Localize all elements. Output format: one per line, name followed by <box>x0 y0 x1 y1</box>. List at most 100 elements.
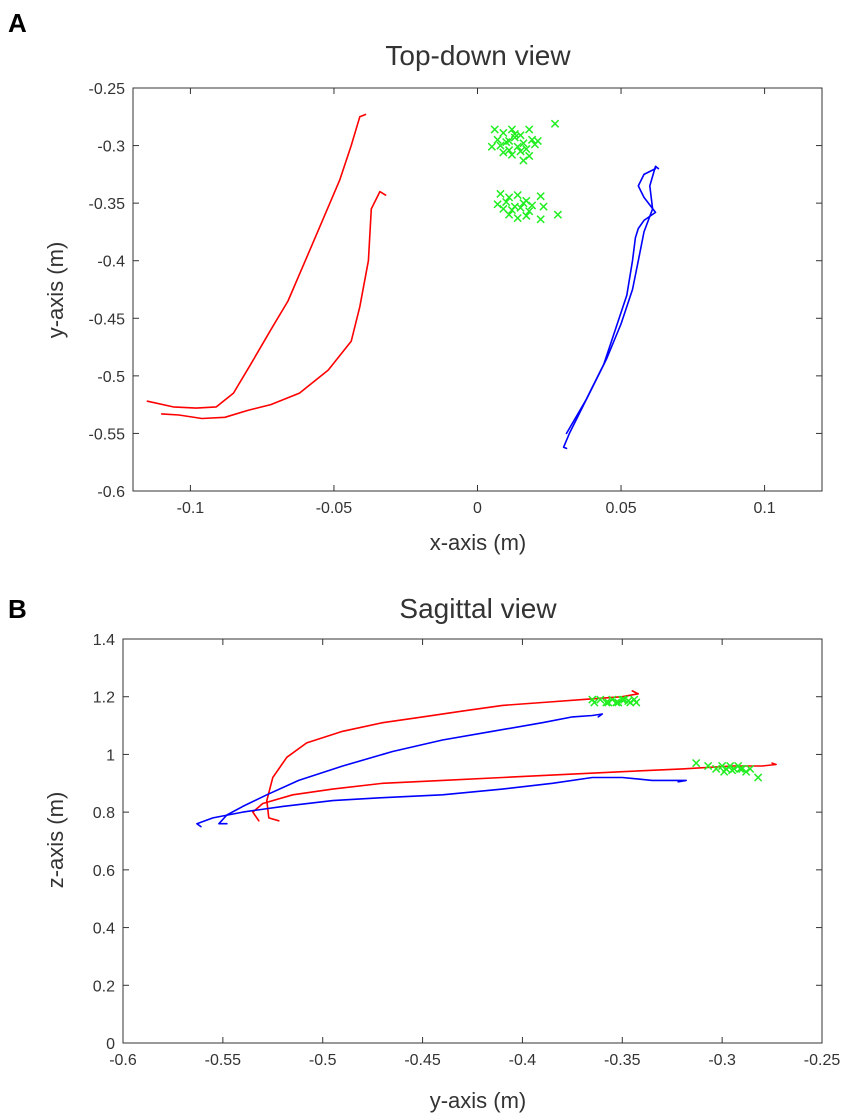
panel-a-ytick-label: -0.45 <box>89 311 126 328</box>
target-marker <box>602 698 611 707</box>
panel-b-xlabel: y-axis (m) <box>430 1088 527 1113</box>
target-marker <box>490 125 499 134</box>
target-marker <box>522 211 531 220</box>
target-marker <box>499 148 508 157</box>
panel-a: A Top-down view x-axis (m) y-axis (m) -0… <box>8 8 823 555</box>
target-marker <box>507 205 517 215</box>
target-marker <box>588 695 597 704</box>
target-marker <box>525 207 534 216</box>
target-marker <box>513 213 522 223</box>
target-marker <box>624 696 633 706</box>
panel-a-ytick-label: -0.25 <box>89 81 126 98</box>
panel-b-plot-area: -0.6 -0.55 -0.5 -0.45 -0.4 -0.35 -0.3 -0.25 0 0.2… <box>93 632 841 1069</box>
panel-a-red-trajectory-1 <box>146 113 367 409</box>
panel-b-xtick-label: -0.4 <box>509 1052 537 1069</box>
target-marker <box>550 119 560 128</box>
target-marker <box>522 144 531 154</box>
target-marker <box>527 201 537 210</box>
panel-a-xtick-label: -0.1 <box>177 500 205 517</box>
panel-a-targets-upper <box>487 119 560 165</box>
panel-a-ylabel: y-axis (m) <box>43 242 68 339</box>
target-marker <box>525 151 534 161</box>
target-marker <box>516 147 525 156</box>
panel-a-xtick-label: 0.05 <box>605 500 636 517</box>
panel-b: B Sagittal view y-axis (m) z-axis (m) -0… <box>8 593 840 1113</box>
target-marker <box>539 202 548 211</box>
target-marker <box>553 210 563 219</box>
panel-a-ytick-label: -0.55 <box>89 426 126 443</box>
panel-b-xtick-label: -0.35 <box>604 1052 641 1069</box>
panel-b-ytick-label: 1 <box>106 747 115 764</box>
panel-b-ytick-label: 0.4 <box>93 921 115 938</box>
target-marker <box>527 135 537 144</box>
panel-b-ytick-label: 0.2 <box>93 978 115 995</box>
target-marker <box>496 189 505 199</box>
panel-b-letter: B <box>8 594 27 624</box>
target-marker <box>507 125 517 134</box>
target-marker <box>519 139 528 148</box>
panel-a-ytick-label: -0.6 <box>97 484 125 501</box>
panel-b-title: Sagittal view <box>399 593 557 624</box>
target-marker <box>612 698 621 707</box>
target-marker <box>507 150 517 159</box>
panel-b-ytick-label: 1.4 <box>93 632 115 649</box>
panel-b-ylabel: z-axis (m) <box>43 792 68 889</box>
panel-a-blue-trajectory-1 <box>562 165 660 450</box>
panel-a-ytick-label: -0.35 <box>89 196 126 213</box>
panel-a-xlabel: x-axis (m) <box>430 530 527 555</box>
panel-b-targets-lower <box>692 758 763 782</box>
panel-a-ytick-label: -0.3 <box>97 139 125 156</box>
panel-b-blue-trajectory-upper <box>218 713 604 825</box>
panel-b-xtick-label: -0.25 <box>804 1052 841 1069</box>
target-marker <box>516 203 525 212</box>
target-marker <box>510 133 519 142</box>
panel-a-red-trajectory-2 <box>160 190 387 420</box>
target-marker <box>608 695 617 704</box>
target-marker <box>712 764 721 773</box>
panel-a-ytick-label: -0.5 <box>97 369 125 386</box>
target-marker <box>504 146 514 155</box>
target-marker <box>630 695 639 704</box>
panel-a-letter: A <box>8 8 27 38</box>
panel-b-blue-trajectory-lower <box>196 776 688 828</box>
target-marker <box>741 767 751 776</box>
target-marker <box>493 200 502 209</box>
target-marker <box>502 197 511 207</box>
target-marker <box>536 192 545 201</box>
panel-a-plot-area: -0.1 -0.05 0 0.05 0.1 -0.25 -0.3 -0.35 -0.4 -0.45… <box>89 81 823 517</box>
panel-b-red-trajectory-lower <box>252 762 777 822</box>
target-marker <box>496 141 505 150</box>
target-marker <box>618 695 627 704</box>
target-marker <box>493 135 502 144</box>
target-marker <box>704 761 713 771</box>
target-marker <box>718 761 727 771</box>
panel-b-xtick-label: -0.6 <box>109 1052 137 1069</box>
target-marker <box>513 142 522 151</box>
panel-a-blue-trajectory-2 <box>565 167 657 435</box>
panel-b-xtick-label: -0.55 <box>205 1052 242 1069</box>
panel-b-axes-frame <box>122 638 823 1044</box>
panel-b-xtick-label: -0.5 <box>309 1052 337 1069</box>
target-marker <box>614 698 623 707</box>
panel-b-xtick-label: -0.45 <box>404 1052 441 1069</box>
target-marker <box>735 764 745 773</box>
target-marker <box>536 215 545 224</box>
target-marker <box>692 758 701 768</box>
panel-a-ytick-label: -0.4 <box>97 254 125 271</box>
panel-b-ytick-label: 1.2 <box>93 690 115 707</box>
target-marker <box>504 136 514 146</box>
panel-a-xtick-label: 0.1 <box>753 500 775 517</box>
target-marker <box>499 128 508 138</box>
target-marker <box>727 766 737 775</box>
panel-a-xtick-label: 0 <box>473 500 482 517</box>
target-marker <box>487 142 496 151</box>
target-marker <box>745 764 755 773</box>
target-marker <box>510 129 519 139</box>
target-marker <box>737 764 747 773</box>
target-marker <box>596 695 605 704</box>
panel-a-targets-lower <box>493 189 563 224</box>
target-marker <box>604 698 613 707</box>
target-marker <box>720 767 729 776</box>
target-marker <box>519 199 528 208</box>
